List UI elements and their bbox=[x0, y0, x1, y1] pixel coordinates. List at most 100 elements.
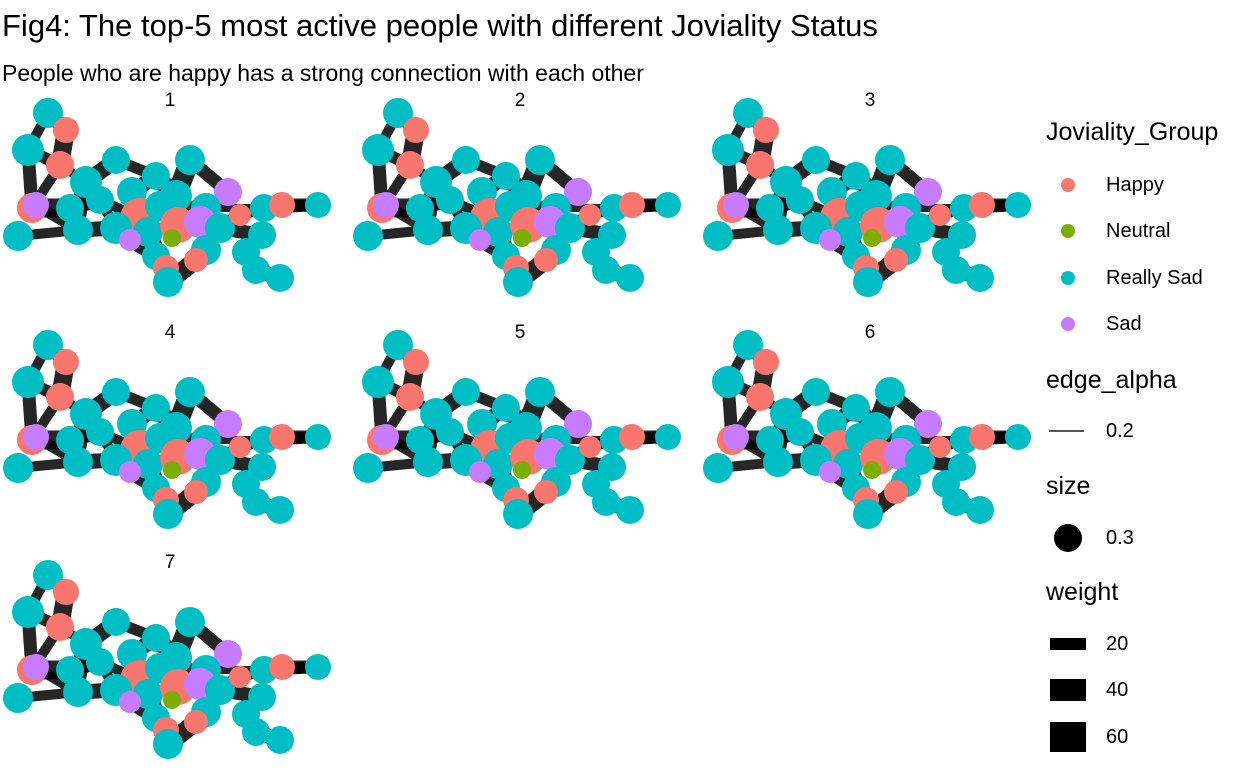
network-node bbox=[842, 394, 870, 422]
network-node bbox=[513, 229, 531, 247]
network-node bbox=[819, 229, 841, 251]
legend-label-weight-20: 20 bbox=[1106, 633, 1129, 655]
network-node bbox=[163, 691, 181, 709]
facet-panel: 2 bbox=[350, 90, 690, 320]
network-node bbox=[802, 378, 830, 406]
network-node bbox=[403, 349, 429, 375]
facet-panel: 7 bbox=[0, 552, 340, 782]
network-node bbox=[884, 248, 908, 272]
network-node bbox=[56, 194, 84, 222]
network-nodes bbox=[353, 98, 681, 297]
network-node bbox=[33, 330, 63, 360]
network-node bbox=[46, 383, 74, 411]
network-node bbox=[12, 366, 44, 398]
legend-label-happy: Happy bbox=[1106, 174, 1164, 196]
network-node bbox=[819, 461, 841, 483]
network-node bbox=[305, 424, 331, 450]
network-node bbox=[142, 162, 170, 190]
network-node bbox=[875, 377, 905, 407]
network-node bbox=[353, 453, 383, 483]
network-node bbox=[383, 330, 413, 360]
network-node bbox=[229, 204, 251, 226]
network-node bbox=[616, 496, 644, 524]
network-node bbox=[242, 488, 270, 516]
network-node bbox=[229, 666, 251, 688]
network-node bbox=[753, 349, 779, 375]
network-node bbox=[786, 418, 814, 446]
network-node bbox=[46, 151, 74, 179]
network-node bbox=[723, 192, 749, 218]
legend-key-sad bbox=[1046, 307, 1086, 341]
facet-panel: 6 bbox=[700, 322, 1040, 552]
network-node bbox=[756, 426, 784, 454]
network-node bbox=[452, 378, 480, 406]
facet-panel: 1 bbox=[0, 90, 340, 320]
facet-panel-label: 7 bbox=[164, 552, 176, 573]
network-node bbox=[503, 499, 533, 529]
facet-panel-label: 1 bbox=[164, 90, 176, 111]
network-node bbox=[619, 424, 645, 450]
network-node bbox=[564, 178, 592, 206]
network-node bbox=[746, 383, 774, 411]
network-node bbox=[914, 410, 942, 438]
network-node bbox=[119, 461, 141, 483]
network-node bbox=[969, 192, 995, 218]
network-node bbox=[12, 134, 44, 166]
network-node bbox=[63, 447, 93, 477]
facet-panel: 3 bbox=[700, 90, 1040, 320]
facet-panel-label: 3 bbox=[864, 90, 876, 111]
network-node bbox=[266, 496, 294, 524]
network-node bbox=[362, 366, 394, 398]
network-node bbox=[703, 221, 733, 251]
network-node bbox=[242, 256, 270, 284]
network-node bbox=[153, 729, 183, 759]
network-node bbox=[305, 654, 331, 680]
network-node bbox=[86, 186, 114, 214]
network-node bbox=[555, 213, 585, 243]
figure-subtitle: People who are happy has a strong connec… bbox=[2, 60, 644, 86]
legend-label-neutral: Neutral bbox=[1106, 220, 1171, 242]
network-node bbox=[863, 461, 881, 479]
network-node bbox=[205, 213, 235, 243]
network-node bbox=[214, 640, 242, 668]
network-node bbox=[184, 248, 208, 272]
network-node bbox=[396, 151, 424, 179]
legend-label-weight-40: 40 bbox=[1106, 679, 1129, 701]
network-node bbox=[175, 145, 205, 175]
network-node bbox=[914, 178, 942, 206]
network-graph bbox=[353, 330, 681, 529]
network-node bbox=[119, 691, 141, 713]
network-node bbox=[619, 192, 645, 218]
network-node bbox=[579, 436, 601, 458]
network-node bbox=[266, 264, 294, 292]
network-node bbox=[269, 192, 295, 218]
facet-panel-label: 5 bbox=[514, 322, 526, 343]
network-node bbox=[102, 608, 130, 636]
network-nodes bbox=[3, 330, 331, 529]
network-node bbox=[406, 194, 434, 222]
network-node bbox=[616, 264, 644, 292]
network-node bbox=[723, 424, 749, 450]
network-node bbox=[142, 394, 170, 422]
network-node bbox=[373, 424, 399, 450]
network-node bbox=[413, 215, 443, 245]
network-node bbox=[373, 192, 399, 218]
network-node bbox=[269, 424, 295, 450]
network-graph bbox=[3, 330, 331, 529]
network-node bbox=[712, 366, 744, 398]
network-node bbox=[3, 683, 33, 713]
network-node bbox=[756, 194, 784, 222]
facet-panel-label: 6 bbox=[864, 322, 876, 343]
network-node bbox=[102, 378, 130, 406]
network-node bbox=[175, 607, 205, 637]
network-node bbox=[242, 718, 270, 746]
network-node bbox=[503, 267, 533, 297]
network-node bbox=[905, 445, 935, 475]
network-node bbox=[214, 410, 242, 438]
network-node bbox=[214, 178, 242, 206]
legend-key-neutral bbox=[1046, 214, 1086, 248]
network-node bbox=[269, 654, 295, 680]
facet-panel-label: 2 bbox=[514, 90, 526, 111]
legend-label-size: 0.3 bbox=[1106, 527, 1134, 549]
network-node bbox=[534, 248, 558, 272]
